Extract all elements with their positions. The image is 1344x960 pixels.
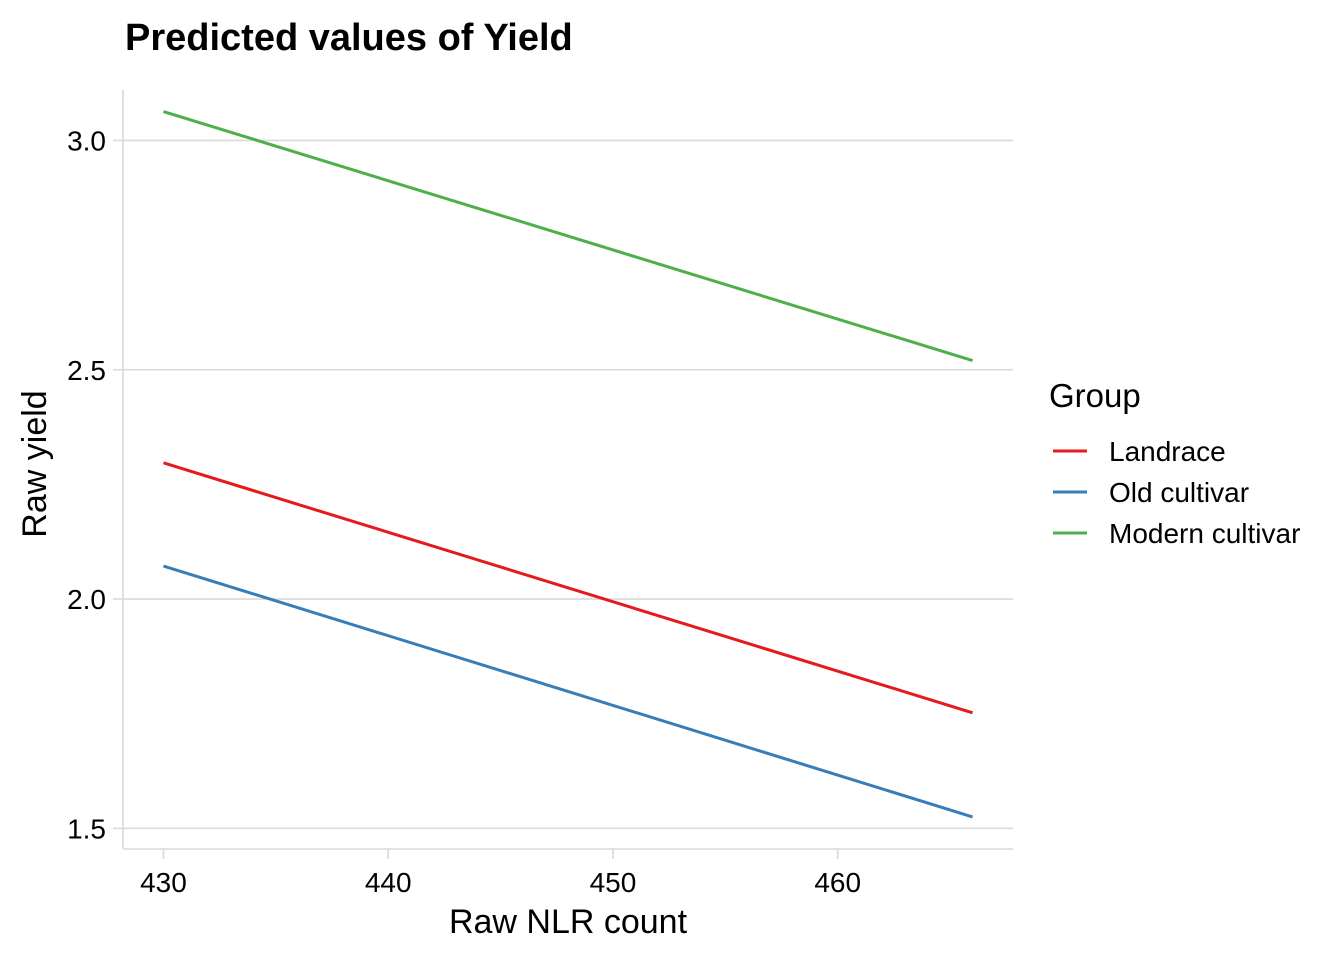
legend-label-modern-cultivar: Modern cultivar: [1109, 518, 1300, 549]
legend-label-landrace: Landrace: [1109, 436, 1226, 467]
chart-title: Predicted values of Yield: [125, 17, 573, 59]
y-tick-label: 2.5: [67, 355, 106, 386]
tick-layer: 1.5 2.0 2.5 3.0 430 440 450 460: [67, 125, 861, 898]
series-line-landrace: [163, 461, 973, 715]
legend-items: Landrace Old cultivar Modern cultivar: [1053, 436, 1300, 549]
axes-layer: [122, 90, 1013, 850]
y-tick-label: 1.5: [67, 813, 106, 844]
x-tick-label: 440: [365, 867, 412, 898]
x-tick-label: 430: [140, 867, 187, 898]
series-line-old-cultivar: [163, 564, 973, 819]
series-layer: [163, 110, 973, 819]
series-line-modern-cultivar: [163, 110, 973, 363]
y-tick-label: 3.0: [67, 125, 106, 156]
x-tick-label: 450: [590, 867, 637, 898]
x-axis-title: Raw NLR count: [449, 903, 688, 941]
legend-title: Group: [1049, 377, 1141, 414]
legend: Group Landrace Old cultivar Modern cultiva…: [1049, 377, 1300, 549]
y-axis-title: Raw yield: [16, 390, 54, 537]
y-tick-label: 2.0: [67, 584, 106, 615]
x-tick-label: 460: [814, 867, 861, 898]
grid-layer: [123, 139, 1013, 830]
legend-label-old-cultivar: Old cultivar: [1109, 477, 1249, 508]
